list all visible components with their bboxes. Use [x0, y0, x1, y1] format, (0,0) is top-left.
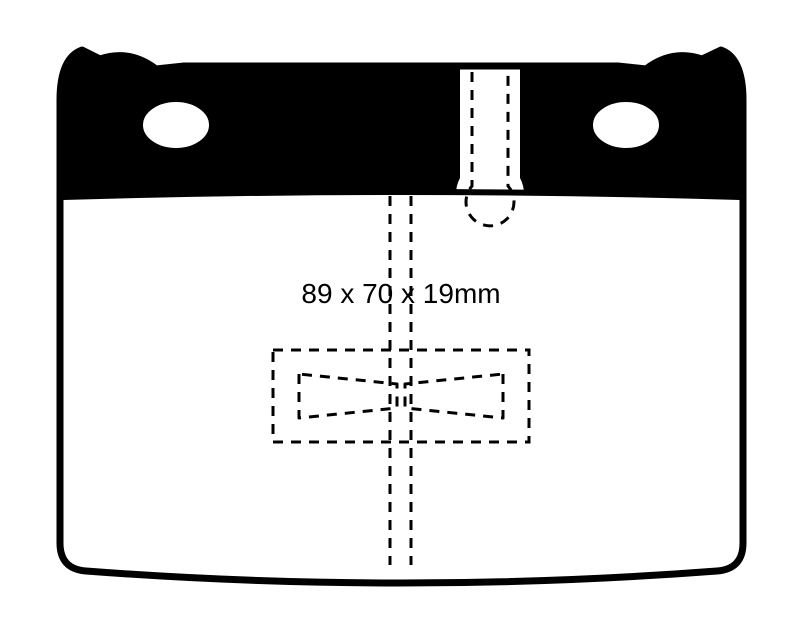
mounting-hole-left	[142, 101, 210, 149]
brake-pad-diagram	[0, 0, 802, 633]
mounting-hole-right	[592, 101, 660, 149]
pad-lower-fill	[50, 195, 753, 609]
dimensions-label: 89 x 70 x 19mm	[301, 278, 500, 310]
diagram-stage: 89 x 70 x 19mm	[0, 0, 802, 633]
